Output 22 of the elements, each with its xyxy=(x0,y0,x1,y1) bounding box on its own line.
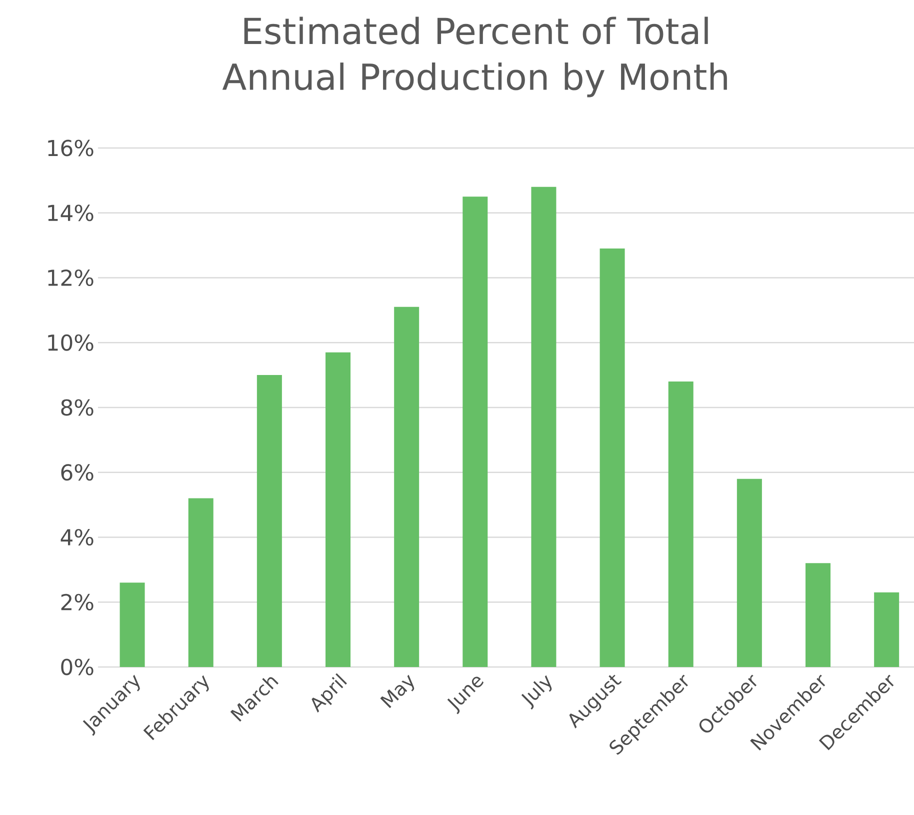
y-tick-label: 6% xyxy=(61,464,94,481)
chart-title: Estimated Percent of Total Annual Production by Month xyxy=(222,16,727,98)
bar xyxy=(188,498,214,667)
y-tick-label: 0% xyxy=(61,658,94,676)
bar xyxy=(462,196,488,667)
bar xyxy=(874,592,900,667)
y-tick-label: 16% xyxy=(48,140,94,156)
y-tick-label: 14% xyxy=(48,204,94,222)
y-tick-label: 10% xyxy=(48,334,94,351)
bar xyxy=(806,563,831,667)
bar xyxy=(256,375,282,667)
bar xyxy=(736,478,762,667)
y-tick-label: 4% xyxy=(60,528,94,546)
bar xyxy=(600,248,625,667)
bar xyxy=(531,186,556,667)
y-tick-label: 2% xyxy=(61,594,94,610)
bar xyxy=(120,582,145,667)
y-tick-label: 8% xyxy=(61,399,94,416)
bar xyxy=(326,352,351,667)
bar xyxy=(394,306,420,667)
bar xyxy=(668,382,694,667)
y-tick-label: 12% xyxy=(48,269,94,286)
